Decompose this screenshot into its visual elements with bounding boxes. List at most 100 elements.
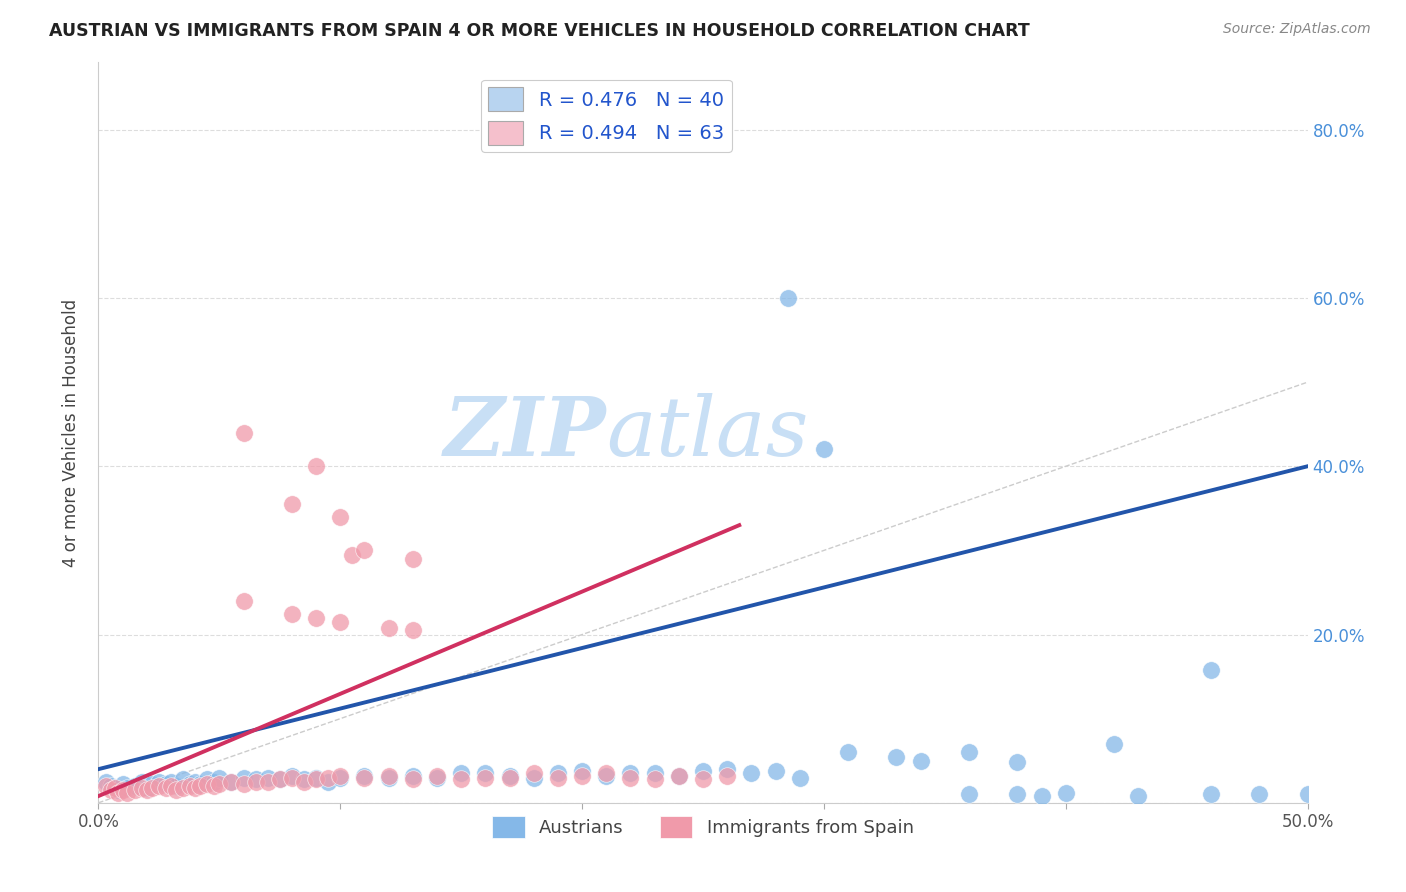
- Point: [281, 771, 304, 785]
- Point: [281, 769, 304, 783]
- Text: atlas: atlas: [606, 392, 808, 473]
- Point: [571, 764, 593, 778]
- Point: [131, 774, 153, 789]
- Point: [94, 774, 117, 789]
- Point: [377, 621, 399, 635]
- Point: [188, 779, 211, 793]
- Point: [117, 780, 139, 795]
- Point: [644, 766, 666, 780]
- Point: [104, 780, 127, 795]
- Point: [1199, 788, 1222, 802]
- Point: [100, 779, 122, 793]
- Point: [740, 766, 762, 780]
- Point: [305, 771, 328, 785]
- Legend: Austrians, Immigrants from Spain: Austrians, Immigrants from Spain: [485, 809, 921, 846]
- Point: [765, 764, 787, 778]
- Point: [232, 594, 254, 608]
- Point: [353, 543, 375, 558]
- Point: [402, 551, 425, 566]
- Point: [195, 772, 218, 787]
- Point: [221, 774, 243, 789]
- Point: [523, 771, 546, 785]
- Point: [184, 774, 207, 789]
- Point: [172, 780, 194, 795]
- Text: Source: ZipAtlas.com: Source: ZipAtlas.com: [1223, 22, 1371, 37]
- Point: [160, 779, 183, 793]
- Point: [256, 771, 278, 785]
- Point: [1007, 756, 1029, 770]
- Point: [124, 783, 146, 797]
- Point: [292, 774, 315, 789]
- Point: [353, 769, 375, 783]
- Point: [305, 459, 328, 474]
- Point: [402, 624, 425, 638]
- Point: [148, 774, 170, 789]
- Point: [281, 607, 304, 621]
- Point: [269, 772, 291, 787]
- Point: [668, 769, 690, 783]
- Point: [256, 774, 278, 789]
- Point: [94, 779, 117, 793]
- Point: [316, 774, 339, 789]
- Point: [402, 769, 425, 783]
- Point: [104, 780, 127, 795]
- Point: [232, 771, 254, 785]
- Point: [165, 783, 187, 797]
- Point: [135, 783, 157, 797]
- Point: [498, 771, 520, 785]
- Point: [232, 777, 254, 791]
- Point: [450, 772, 472, 787]
- Point: [910, 754, 932, 768]
- Point: [305, 610, 328, 624]
- Point: [184, 780, 207, 795]
- Point: [595, 766, 617, 780]
- Point: [100, 783, 122, 797]
- Text: AUSTRIAN VS IMMIGRANTS FROM SPAIN 4 OR MORE VEHICLES IN HOUSEHOLD CORRELATION CH: AUSTRIAN VS IMMIGRANTS FROM SPAIN 4 OR M…: [49, 22, 1031, 40]
- Point: [498, 769, 520, 783]
- Point: [547, 771, 569, 785]
- Point: [141, 777, 163, 791]
- Point: [1393, 514, 1406, 528]
- Point: [155, 777, 177, 791]
- Point: [776, 291, 799, 305]
- Point: [523, 766, 546, 780]
- Point: [111, 777, 134, 791]
- Point: [179, 777, 201, 791]
- Y-axis label: 4 or more Vehicles in Household: 4 or more Vehicles in Household: [62, 299, 80, 566]
- Point: [644, 772, 666, 787]
- Point: [329, 615, 352, 629]
- Point: [141, 780, 163, 795]
- Point: [789, 771, 811, 785]
- Point: [107, 783, 129, 797]
- Point: [245, 772, 267, 787]
- Point: [377, 769, 399, 783]
- Point: [281, 497, 304, 511]
- Point: [1007, 788, 1029, 802]
- Text: ZIP: ZIP: [444, 392, 606, 473]
- Point: [668, 769, 690, 783]
- Point: [402, 772, 425, 787]
- Point: [232, 425, 254, 440]
- Point: [619, 771, 641, 785]
- Point: [353, 771, 375, 785]
- Point: [107, 786, 129, 800]
- Point: [188, 777, 211, 791]
- Point: [245, 774, 267, 789]
- Point: [305, 772, 328, 787]
- Point: [1054, 786, 1077, 800]
- Point: [135, 780, 157, 795]
- Point: [204, 779, 226, 793]
- Point: [165, 779, 187, 793]
- Point: [195, 777, 218, 791]
- Point: [292, 772, 315, 787]
- Point: [1296, 788, 1319, 802]
- Point: [1128, 789, 1150, 803]
- Point: [124, 779, 146, 793]
- Point: [595, 769, 617, 783]
- Point: [716, 762, 738, 776]
- Point: [329, 769, 352, 783]
- Point: [329, 771, 352, 785]
- Point: [1199, 663, 1222, 677]
- Point: [117, 786, 139, 800]
- Point: [377, 771, 399, 785]
